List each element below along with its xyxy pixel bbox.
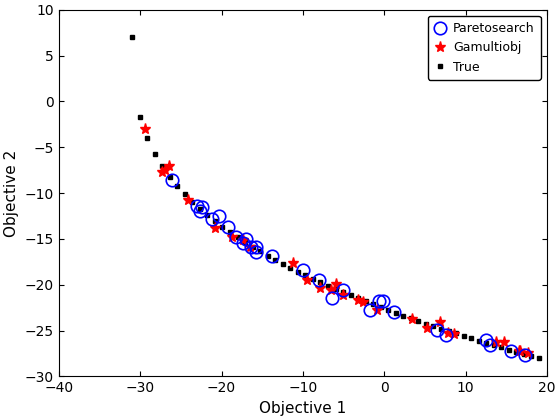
True bbox=[174, 184, 181, 189]
Paretosearch bbox=[380, 299, 387, 304]
Gamultiobj bbox=[360, 300, 366, 305]
Paretosearch bbox=[316, 277, 323, 282]
Line: Gamultiobj: Gamultiobj bbox=[139, 123, 534, 359]
Gamultiobj bbox=[333, 281, 339, 286]
Gamultiobj bbox=[142, 126, 148, 131]
Line: Paretosearch: Paretosearch bbox=[166, 174, 531, 361]
Gamultiobj bbox=[354, 297, 361, 302]
Gamultiobj bbox=[162, 168, 169, 173]
Gamultiobj bbox=[437, 320, 444, 325]
Paretosearch bbox=[482, 337, 489, 342]
Gamultiobj bbox=[166, 163, 172, 168]
Gamultiobj bbox=[316, 286, 323, 291]
Paretosearch bbox=[390, 310, 397, 315]
Gamultiobj bbox=[374, 307, 380, 312]
Paretosearch bbox=[443, 332, 450, 337]
Paretosearch bbox=[240, 240, 246, 245]
Y-axis label: Objective 2: Objective 2 bbox=[4, 150, 19, 236]
Paretosearch bbox=[487, 342, 493, 347]
Paretosearch bbox=[522, 352, 529, 357]
Gamultiobj bbox=[493, 340, 500, 345]
Legend: Paretosearch, Gamultiobj, True: Paretosearch, Gamultiobj, True bbox=[428, 16, 541, 80]
Gamultiobj bbox=[340, 293, 347, 298]
Gamultiobj bbox=[159, 169, 166, 174]
Gamultiobj bbox=[501, 340, 507, 345]
Paretosearch bbox=[269, 253, 276, 258]
Gamultiobj bbox=[516, 349, 523, 354]
Paretosearch bbox=[243, 237, 250, 242]
Gamultiobj bbox=[525, 350, 532, 355]
Paretosearch bbox=[225, 224, 231, 229]
Paretosearch bbox=[434, 328, 441, 333]
Paretosearch bbox=[340, 288, 347, 293]
True bbox=[204, 213, 211, 218]
Gamultiobj bbox=[229, 234, 236, 239]
Paretosearch bbox=[329, 296, 335, 301]
X-axis label: Objective 1: Objective 1 bbox=[259, 401, 347, 416]
True bbox=[227, 230, 234, 235]
Gamultiobj bbox=[290, 260, 296, 265]
Gamultiobj bbox=[409, 317, 416, 322]
Paretosearch bbox=[193, 203, 200, 208]
Gamultiobj bbox=[211, 225, 218, 230]
Paretosearch bbox=[253, 244, 260, 249]
Paretosearch bbox=[208, 216, 215, 221]
Paretosearch bbox=[248, 244, 254, 249]
Gamultiobj bbox=[185, 197, 192, 202]
True bbox=[129, 35, 136, 40]
Gamultiobj bbox=[515, 349, 522, 354]
Gamultiobj bbox=[445, 330, 451, 335]
Gamultiobj bbox=[246, 244, 253, 249]
True bbox=[491, 343, 497, 348]
Paretosearch bbox=[216, 214, 222, 219]
Paretosearch bbox=[198, 205, 205, 210]
Paretosearch bbox=[197, 208, 203, 213]
Gamultiobj bbox=[328, 288, 334, 293]
Paretosearch bbox=[300, 267, 306, 272]
Gamultiobj bbox=[304, 278, 311, 283]
Paretosearch bbox=[253, 249, 260, 254]
Paretosearch bbox=[169, 178, 175, 183]
True bbox=[528, 354, 535, 359]
Paretosearch bbox=[233, 235, 240, 240]
Line: True: True bbox=[130, 35, 542, 360]
Gamultiobj bbox=[451, 332, 458, 337]
Paretosearch bbox=[376, 298, 382, 303]
True bbox=[535, 356, 542, 361]
Paretosearch bbox=[507, 349, 514, 354]
Gamultiobj bbox=[423, 326, 430, 331]
Paretosearch bbox=[367, 307, 374, 312]
Gamultiobj bbox=[240, 237, 246, 242]
True bbox=[279, 261, 286, 266]
